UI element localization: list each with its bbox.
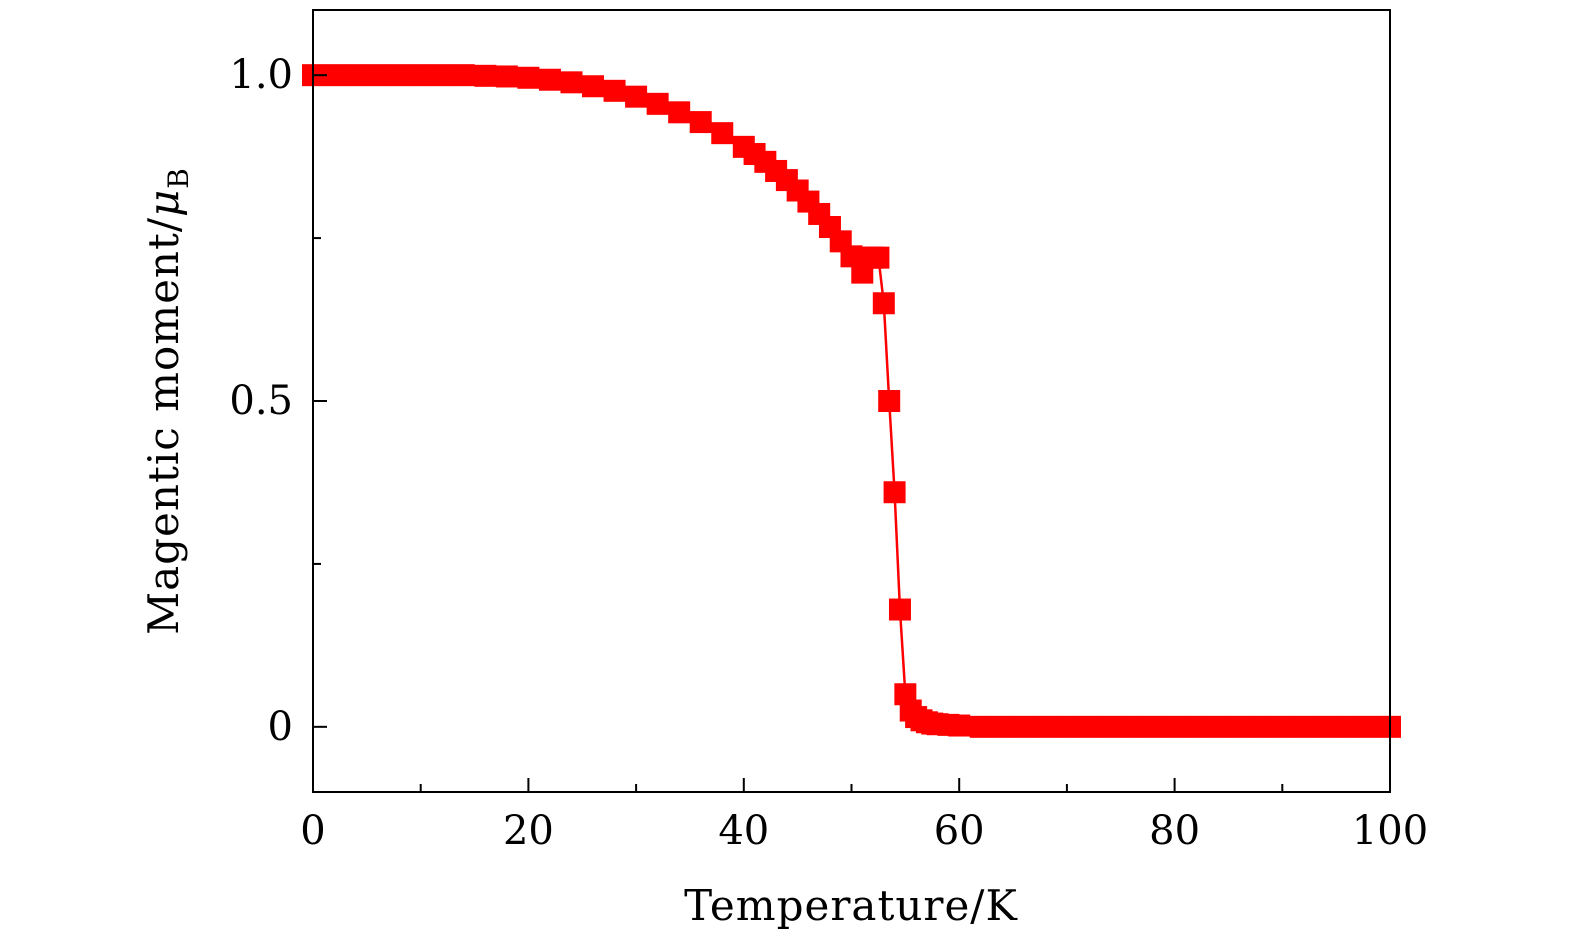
x-tick-label: 20 (503, 808, 554, 854)
data-point (1292, 715, 1315, 738)
data-point (1012, 715, 1035, 738)
data-point (1314, 715, 1337, 738)
data-point (1335, 715, 1358, 738)
y-axis-label-subscript: B (162, 167, 195, 189)
data-point (323, 64, 346, 87)
series-layer (302, 64, 1401, 738)
data-point (1120, 715, 1143, 738)
data-point (388, 64, 411, 87)
data-point (1163, 715, 1186, 738)
data-point (1271, 715, 1294, 738)
tick-layer: 0 20 40 60 80 100 0 0.5 1.0 (229, 52, 1428, 854)
plot-frame (312, 9, 1391, 793)
data-point (872, 292, 895, 315)
data-point (646, 92, 669, 115)
x-tick-label: 0 (300, 808, 325, 854)
data-point (409, 64, 432, 87)
x-tick-label: 60 (934, 808, 985, 854)
data-point (1077, 715, 1100, 738)
data-point (1142, 715, 1165, 738)
data-point (452, 64, 475, 87)
data-point (991, 715, 1014, 738)
data-point (1357, 715, 1380, 738)
data-point (883, 481, 906, 504)
data-point (538, 68, 561, 91)
data-point (689, 111, 712, 134)
data-point (517, 66, 540, 89)
data-point (366, 64, 389, 87)
data-point (1055, 715, 1078, 738)
data-point (1206, 715, 1229, 738)
data-point (560, 71, 583, 94)
data-point (969, 715, 992, 738)
data-point (1034, 715, 1057, 738)
x-tick-label: 40 (718, 808, 769, 854)
series-line (313, 73, 1390, 729)
y-tick-label: 0 (268, 704, 293, 750)
data-point (474, 64, 497, 87)
data-point (431, 64, 454, 87)
x-tick-label: 100 (1352, 808, 1428, 854)
data-point (1249, 715, 1272, 738)
x-tick-label: 80 (1149, 808, 1200, 854)
y-axis-label-text: Magentic moment/ (139, 217, 188, 635)
data-point (582, 75, 605, 98)
data-point (1185, 715, 1208, 738)
x-axis-label: Temperature/K (684, 881, 1018, 930)
y-axis-label-symbol: μ (139, 189, 188, 217)
y-tick-label: 0.5 (229, 378, 293, 424)
data-point (878, 390, 901, 412)
data-point (888, 598, 911, 621)
data-point (711, 122, 734, 145)
data-point (1228, 715, 1251, 738)
data-point (668, 101, 691, 124)
data-point (345, 64, 368, 87)
y-tick-label: 1.0 (229, 52, 293, 98)
data-point (948, 714, 971, 737)
y-axis-label: Magentic moment/μB (139, 167, 195, 635)
data-point (495, 65, 518, 88)
data-point (603, 79, 626, 102)
data-point (625, 85, 648, 108)
data-point (1098, 715, 1121, 738)
data-point (867, 246, 890, 269)
